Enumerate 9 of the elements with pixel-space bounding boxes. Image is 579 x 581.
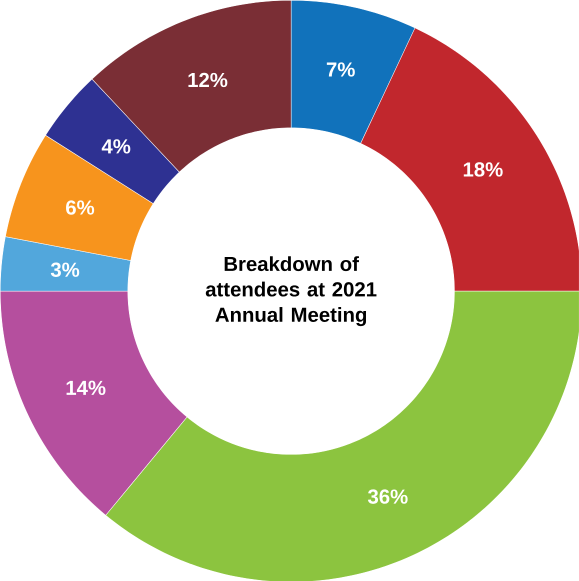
data-label: 14%: [66, 380, 106, 395]
data-label: 6%: [66, 200, 94, 215]
text: Breakdown of attendees at 2021 Annual Meeting: [206, 256, 376, 326]
data-label: 7%: [326, 62, 355, 77]
data-label: 12%: [188, 72, 228, 88]
data-label: 3%: [50, 262, 80, 277]
data-label: 18%: [464, 162, 503, 177]
data-label: 36%: [368, 489, 408, 504]
data-label: 4%: [102, 139, 130, 154]
